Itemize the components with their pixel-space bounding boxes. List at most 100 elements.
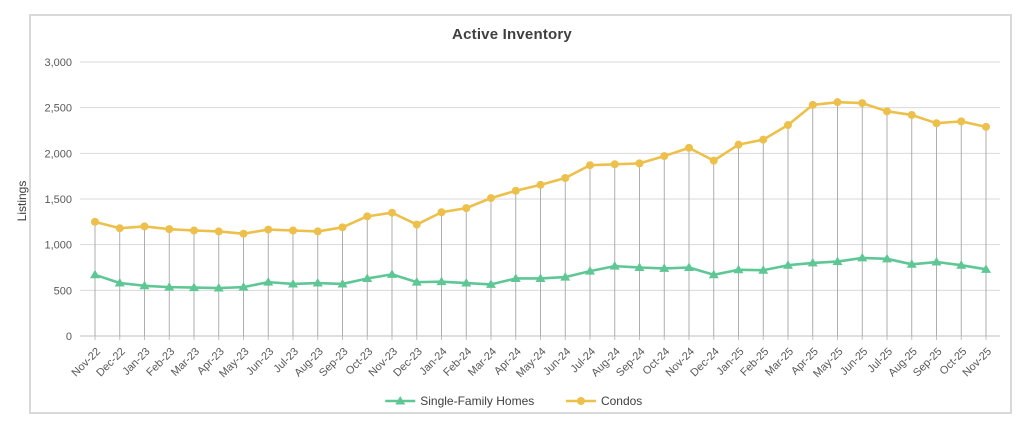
data-point-marker <box>708 269 719 279</box>
data-point-marker <box>189 282 199 292</box>
data-point-marker <box>312 278 323 287</box>
data-point-marker <box>387 269 397 278</box>
data-point-marker <box>313 227 322 236</box>
x-tick-label: Jun-23 <box>244 346 276 378</box>
data-point-marker <box>833 98 842 107</box>
data-point-marker <box>264 225 273 234</box>
data-point-marker <box>511 186 520 195</box>
data-point-marker <box>807 257 818 267</box>
data-point-marker <box>214 227 223 236</box>
data-point-marker <box>685 143 693 152</box>
data-point-marker <box>907 110 916 119</box>
data-point-marker <box>931 257 942 266</box>
data-point-marker <box>412 220 421 229</box>
data-point-marker <box>238 282 249 291</box>
data-point-marker <box>883 107 891 116</box>
y-tick-label: 3,000 <box>44 57 72 69</box>
data-point-marker <box>957 117 966 126</box>
x-tick-label: Mar-24 <box>466 346 499 379</box>
data-point-marker <box>462 204 471 213</box>
y-tick-label: 1,000 <box>44 240 72 252</box>
data-point-marker <box>510 273 521 282</box>
data-point-marker <box>609 261 620 270</box>
data-point-marker <box>956 260 967 269</box>
data-point-marker <box>115 224 124 233</box>
chart-title: Active Inventory <box>452 26 572 43</box>
legend-label: Condos <box>601 394 642 408</box>
data-point-marker <box>461 278 472 287</box>
y-tick-label: 2,500 <box>44 103 72 115</box>
data-point-marker <box>437 208 446 217</box>
data-point-marker <box>709 156 718 165</box>
data-point-marker <box>981 264 991 273</box>
data-point-marker <box>882 253 892 263</box>
legend-label: Single-Family Homes <box>420 394 534 408</box>
data-point-marker <box>783 260 793 269</box>
data-point-marker <box>337 278 348 288</box>
data-point-marker <box>784 121 792 130</box>
data-point-marker <box>660 152 669 161</box>
data-point-marker <box>140 222 149 231</box>
legend-marker <box>576 397 585 405</box>
data-point-marker <box>906 259 917 268</box>
data-point-marker <box>808 100 817 109</box>
data-point-marker <box>932 119 941 128</box>
data-point-marker <box>91 217 99 226</box>
x-tick-label: Jun-25 <box>838 346 870 378</box>
data-point-marker <box>759 135 768 144</box>
data-point-marker <box>610 160 619 169</box>
data-point-marker <box>436 276 447 286</box>
data-point-marker <box>560 272 571 281</box>
data-point-marker <box>190 226 198 235</box>
y-tick-label: 0 <box>66 331 72 343</box>
y-tick-label: 2,000 <box>44 148 72 160</box>
data-point-marker <box>733 264 744 274</box>
data-point-marker <box>561 173 570 182</box>
data-point-marker <box>288 278 298 288</box>
legend: Single-Family Homes Condos <box>385 394 642 408</box>
data-point-marker <box>388 208 396 217</box>
data-point-marker <box>139 280 150 290</box>
y-gridlines <box>80 61 1000 337</box>
data-point-marker <box>535 273 546 282</box>
chart-frame <box>29 14 1012 414</box>
y-tick-labels: 0 500 1,000 1,500 2,000 2,500 3,000 <box>44 57 72 343</box>
data-point-marker <box>213 283 224 292</box>
data-point-marker <box>165 225 174 234</box>
x-tick-labels: Nov-22Dec-22Jan-23Feb-23Mar-23Apr-23May-… <box>70 346 995 380</box>
data-point-marker <box>362 273 373 282</box>
drop-lines <box>94 102 987 336</box>
x-tick-label: Jun-24 <box>541 346 573 378</box>
data-point-marker <box>114 278 125 287</box>
data-point-marker <box>659 263 670 272</box>
data-point-marker <box>635 159 644 168</box>
series-condos <box>91 98 990 238</box>
data-point-marker <box>585 266 595 275</box>
data-point-marker <box>487 194 495 203</box>
data-point-marker <box>858 99 867 108</box>
data-point-marker <box>832 256 843 266</box>
data-point-marker <box>684 262 694 271</box>
series-single-family-homes <box>90 252 991 292</box>
data-point-marker <box>758 265 769 274</box>
y-tick-label: 500 <box>54 285 72 297</box>
data-point-marker <box>634 262 645 271</box>
data-point-marker <box>486 279 496 288</box>
data-point-marker <box>363 212 372 221</box>
data-point-marker <box>90 269 100 279</box>
x-tick-label: Mar-25 <box>763 346 796 379</box>
data-point-marker <box>411 277 422 286</box>
data-point-marker <box>734 140 743 149</box>
x-ticks <box>94 336 987 340</box>
data-point-marker <box>263 277 274 286</box>
data-point-marker <box>857 252 868 262</box>
data-point-marker <box>239 229 248 238</box>
data-point-marker <box>536 180 545 189</box>
legend-marker <box>395 396 406 405</box>
data-point-marker <box>586 161 594 170</box>
data-point-marker <box>164 282 175 291</box>
legend-item-condos: Condos <box>565 394 642 408</box>
data-point-marker <box>338 223 347 232</box>
